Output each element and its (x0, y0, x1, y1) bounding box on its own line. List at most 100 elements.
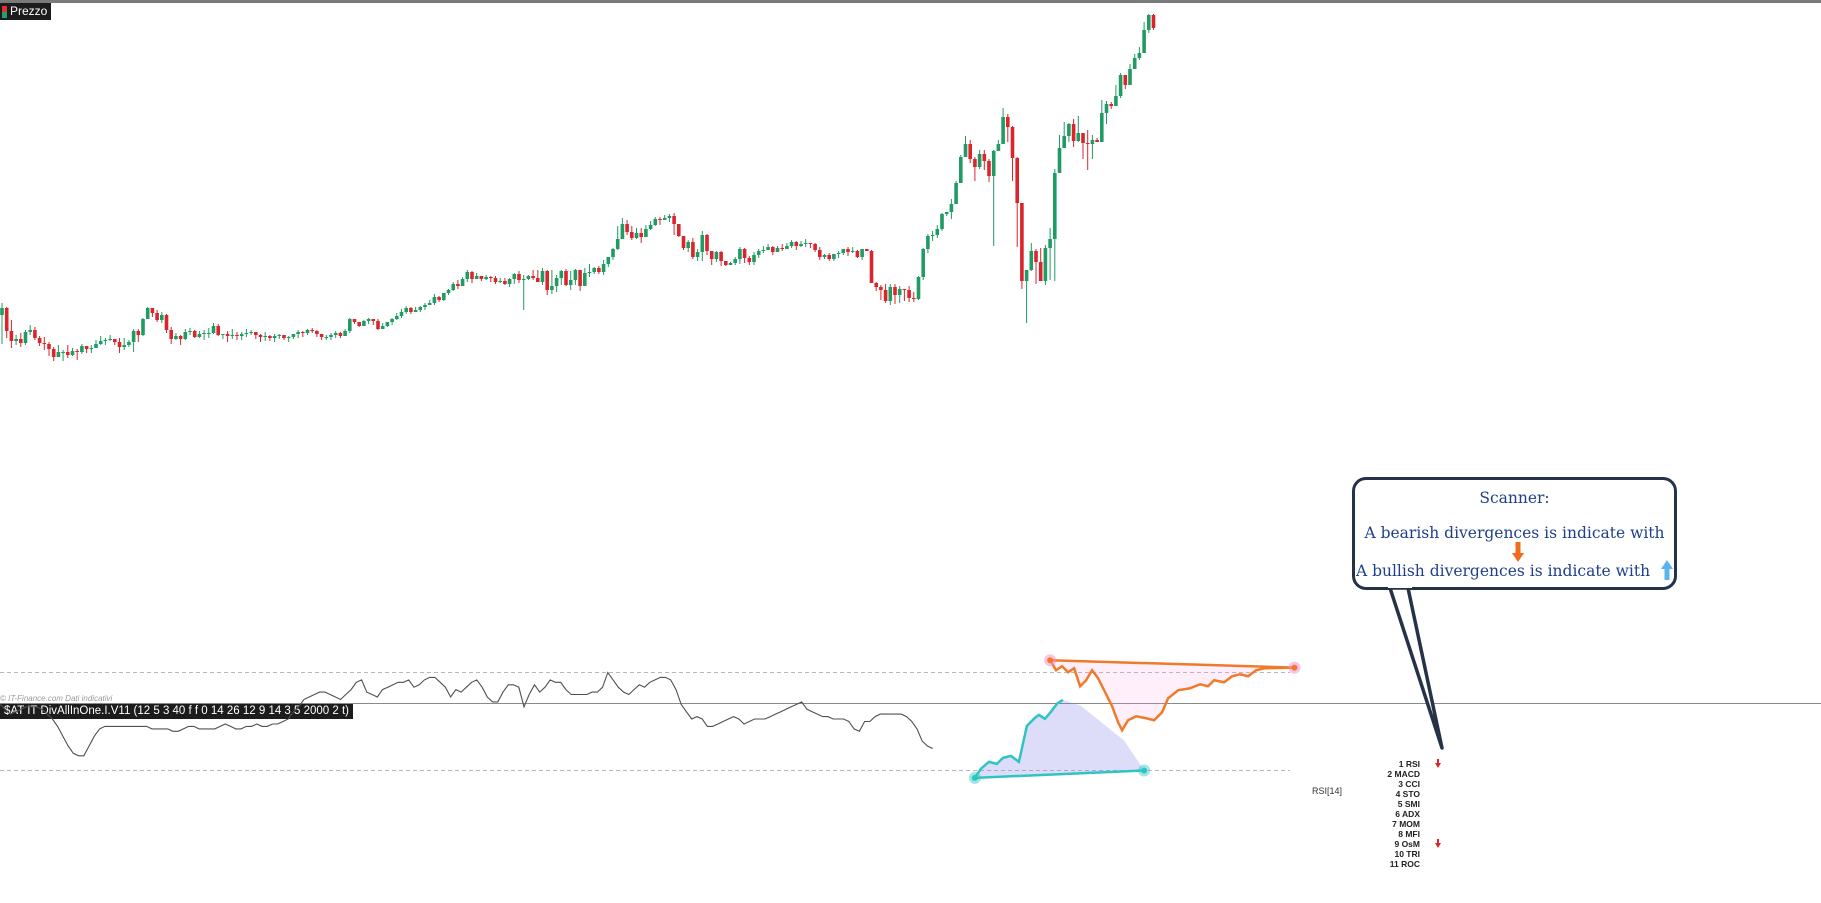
candle (1015, 157, 1019, 247)
candle (860, 249, 864, 260)
price-chart[interactable] (0, 0, 1821, 703)
candle-body (512, 274, 517, 279)
candle-body (122, 345, 126, 347)
candle-body (625, 224, 629, 232)
candle-body (606, 257, 611, 264)
candle-body (484, 277, 488, 279)
candle (771, 246, 775, 255)
candle-body (554, 278, 559, 286)
candle-body (897, 289, 902, 295)
candle-body (1071, 124, 1076, 141)
candle (258, 334, 263, 342)
candle-body (207, 333, 211, 334)
candle (630, 226, 634, 240)
candle-body (648, 225, 653, 229)
candle-body (879, 287, 883, 290)
candle-body (639, 233, 643, 237)
candle-body (752, 255, 756, 262)
candle (239, 332, 244, 340)
candle (1067, 123, 1071, 142)
candle (174, 333, 178, 340)
candle (33, 327, 37, 340)
scanner-list: 1 RSI 2 MACD 3 CCI 4 STO 5 SMI 6 ADX 7 MOM 8 MF… (1372, 759, 1420, 869)
candle (944, 212, 949, 216)
candle-body (23, 332, 28, 343)
candle (1095, 138, 1099, 142)
candle (1038, 248, 1043, 281)
candle-body (145, 308, 150, 319)
candle-body (1151, 15, 1156, 28)
candle-body (611, 249, 615, 257)
candle (850, 247, 855, 253)
candle-body (211, 326, 216, 333)
candle (1142, 22, 1146, 53)
candle (418, 306, 423, 312)
candle (799, 241, 803, 247)
candle (1085, 130, 1090, 170)
candle-body (775, 248, 780, 252)
candle-body (766, 247, 770, 250)
candle-body (456, 284, 460, 286)
bullish-text: A bullish divergences is indicate with (1355, 562, 1651, 580)
candle-body (460, 279, 465, 286)
candle (1100, 100, 1104, 142)
bearish-text: A bearish divergences is indicate with (1364, 524, 1665, 542)
candle (700, 231, 705, 261)
candle-body (686, 242, 690, 248)
bullish-point (1141, 767, 1148, 774)
candle (1128, 64, 1132, 85)
candle-body (390, 319, 394, 322)
candle (550, 270, 554, 294)
candle-body (451, 284, 455, 290)
candle-body (338, 333, 343, 336)
candle-body (550, 286, 554, 290)
candle-body (531, 276, 535, 278)
candle-body (427, 303, 432, 305)
candle (578, 270, 582, 291)
candle (1081, 133, 1085, 159)
candle-body (108, 339, 112, 340)
candle (202, 330, 206, 340)
candle (517, 271, 521, 283)
bullish-point-glow (1138, 764, 1151, 777)
candle (968, 140, 972, 163)
candle-body (954, 183, 958, 204)
candle-body (991, 151, 996, 176)
candle-body (155, 313, 159, 320)
candle-body (1100, 113, 1104, 142)
candle-body (221, 334, 225, 335)
candle-body (1006, 117, 1010, 127)
price-label-text: Prezzo (10, 4, 48, 18)
candle (315, 330, 319, 337)
candle-body (33, 330, 37, 338)
candle (1104, 101, 1109, 124)
indicator-label[interactable]: $AT IT DivAllInOne.I.V11 (12 5 3 40 f f … (0, 704, 354, 719)
candle (949, 199, 954, 219)
price-pane-label[interactable]: Prezzo (0, 3, 52, 20)
candle-body (832, 254, 836, 259)
candle (916, 276, 921, 300)
candle-body (286, 337, 291, 338)
candle-body (479, 276, 484, 279)
callout-bullish-line: A bullish divergences is indicate with (1355, 560, 1674, 584)
candle (921, 248, 925, 280)
candle-body (348, 319, 352, 331)
candle (672, 213, 676, 235)
candle-body (150, 308, 155, 313)
candle-body (432, 297, 437, 303)
candle-body (1062, 136, 1066, 148)
candle-body (630, 232, 634, 238)
candle-body (1109, 104, 1113, 106)
candle (935, 225, 940, 238)
candle (789, 240, 794, 248)
candle (37, 336, 42, 346)
candle (362, 320, 366, 326)
candle (272, 334, 277, 342)
candle-body (174, 336, 178, 339)
candle-body (883, 290, 888, 301)
candle-body (51, 349, 56, 357)
candle (855, 250, 860, 258)
candle-body (437, 297, 441, 300)
candle-body (254, 332, 258, 335)
candle (404, 306, 408, 314)
